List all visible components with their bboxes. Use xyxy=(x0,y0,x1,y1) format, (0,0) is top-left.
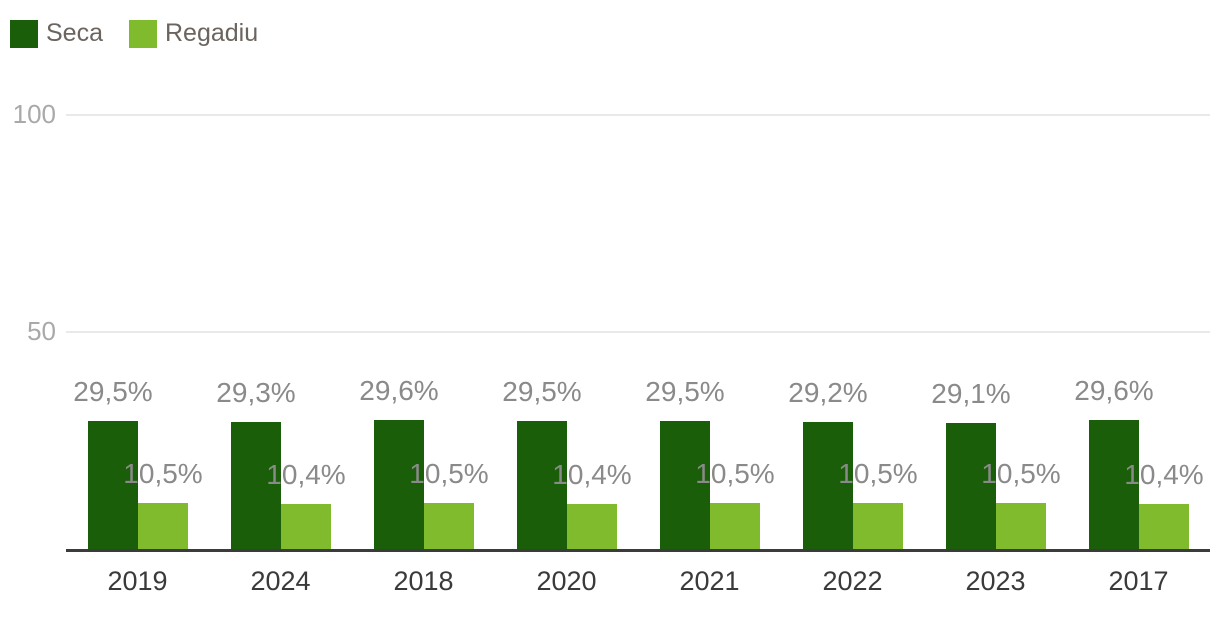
bar-seca-2020[interactable] xyxy=(517,420,567,549)
bar-seca-2023[interactable] xyxy=(946,422,996,549)
bar-seca-2024[interactable] xyxy=(231,421,281,549)
data-label-regadiu-2017: 10,4% xyxy=(1124,458,1204,490)
x-axis-label-2017: 2017 xyxy=(1108,566,1169,596)
legend-item-seca[interactable]: Seca xyxy=(10,19,103,48)
bar-regadiu-2021[interactable] xyxy=(710,503,760,549)
bar-regadiu-2019[interactable] xyxy=(138,503,188,549)
data-label-seca-2018: 29,6% xyxy=(359,375,439,407)
bar-regadiu-2018[interactable] xyxy=(424,503,474,549)
gridline-100 xyxy=(66,113,1210,116)
legend-label-regadiu: Regadiu xyxy=(164,19,259,47)
bar-seca-2018[interactable] xyxy=(374,420,424,549)
bar-regadiu-2024[interactable] xyxy=(281,503,331,549)
data-label-seca-2024: 29,3% xyxy=(216,376,296,408)
x-axis-label-2018: 2018 xyxy=(393,566,454,596)
x-axis-label-2022: 2022 xyxy=(822,566,883,596)
x-axis-label-2020: 2020 xyxy=(536,566,597,596)
y-axis-tick-label-50: 50 xyxy=(27,315,56,346)
data-label-seca-2019: 29,5% xyxy=(73,375,153,407)
data-label-seca-2023: 29,1% xyxy=(931,377,1011,409)
legend-swatch-regadiu-icon xyxy=(128,19,157,48)
bar-seca-2021[interactable] xyxy=(660,420,710,549)
data-label-regadiu-2021: 10,5% xyxy=(695,458,775,490)
bar-seca-2019[interactable] xyxy=(88,420,138,549)
x-axis-line xyxy=(66,549,1210,552)
x-axis-label-2019: 2019 xyxy=(107,566,168,596)
legend-swatch-seca-icon xyxy=(10,19,38,48)
data-label-regadiu-2020: 10,4% xyxy=(552,458,632,490)
x-axis-label-2023: 2023 xyxy=(965,566,1026,596)
gridline-50 xyxy=(66,330,1210,333)
legend-item-regadiu[interactable]: Regadiu xyxy=(128,19,259,48)
data-label-regadiu-2019: 10,5% xyxy=(123,458,203,490)
data-label-regadiu-2018: 10,5% xyxy=(409,458,489,490)
x-axis-label-2021: 2021 xyxy=(679,566,740,596)
data-label-regadiu-2024: 10,4% xyxy=(266,458,346,490)
x-axis-label-2024: 2024 xyxy=(250,566,311,596)
bar-regadiu-2020[interactable] xyxy=(567,503,617,549)
data-label-seca-2017: 29,6% xyxy=(1074,375,1154,407)
data-label-regadiu-2022: 10,5% xyxy=(838,458,918,490)
bar-seca-2017[interactable] xyxy=(1089,420,1139,549)
chart-legend: Seca Regadiu xyxy=(10,19,284,48)
bar-regadiu-2017[interactable] xyxy=(1139,503,1189,549)
data-label-seca-2020: 29,5% xyxy=(502,375,582,407)
data-label-seca-2022: 29,2% xyxy=(788,377,868,409)
data-label-regadiu-2023: 10,5% xyxy=(981,458,1061,490)
y-axis-tick-label-100: 100 xyxy=(12,98,56,129)
legend-label-seca: Seca xyxy=(46,19,103,47)
data-label-seca-2021: 29,5% xyxy=(645,375,725,407)
bar-regadiu-2023[interactable] xyxy=(996,503,1046,549)
bar-seca-2022[interactable] xyxy=(803,422,853,549)
bar-regadiu-2022[interactable] xyxy=(853,503,903,549)
